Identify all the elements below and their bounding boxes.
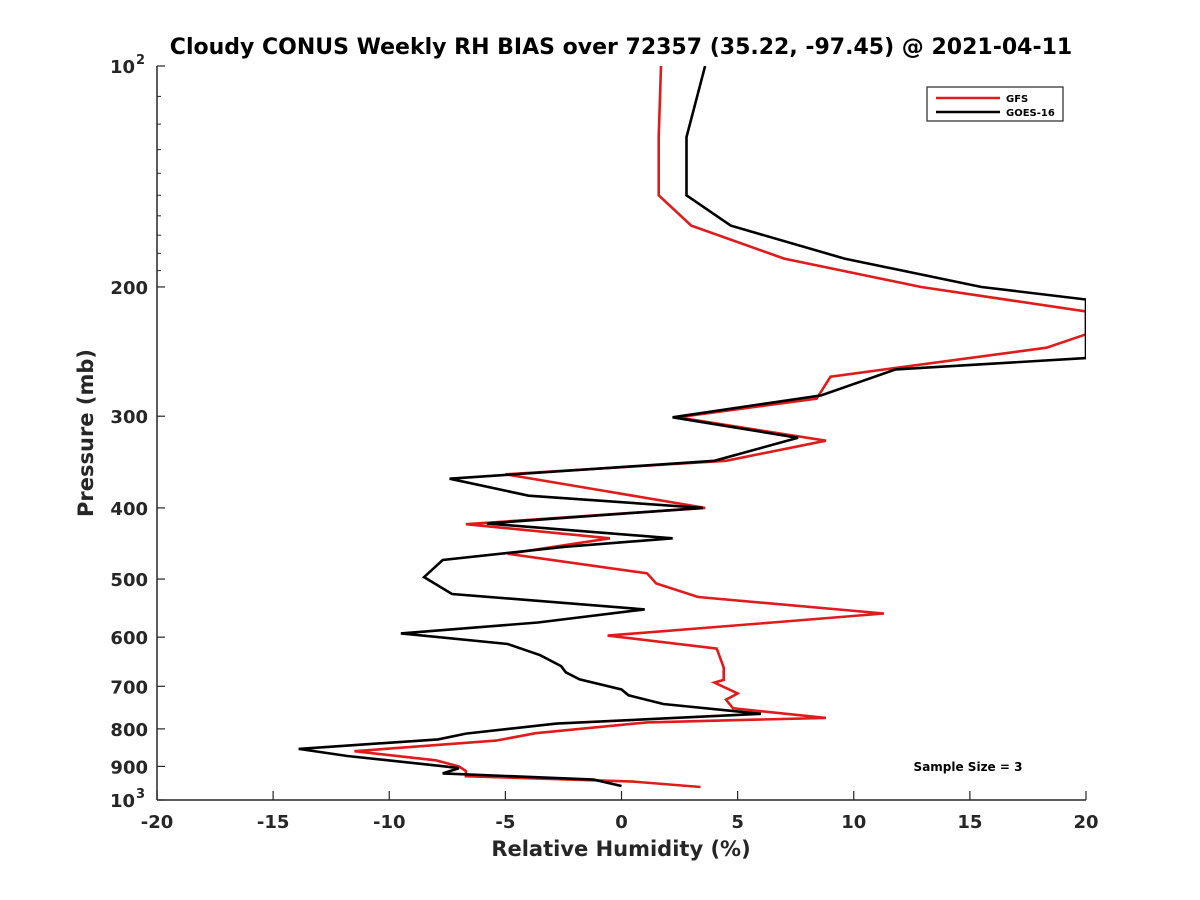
legend: GFS GOES-16 [926, 86, 1064, 122]
series-lines [298, 66, 1086, 789]
y-tick-label: 800 [110, 720, 148, 741]
x-tick-label: 0 [615, 812, 628, 833]
chart-title: Cloudy CONUS Weekly RH BIAS over 72357 (… [170, 35, 1072, 60]
legend-entry: GFS [1006, 94, 1028, 105]
y-tick-exponent: 3 [136, 787, 145, 802]
sample-size-annotation: Sample Size = 3 [914, 760, 1023, 774]
x-tick-label: -15 [257, 812, 290, 833]
x-tick-label: 15 [957, 812, 982, 833]
x-tick-label: -20 [141, 812, 174, 833]
legend-entry: GOES-16 [1006, 108, 1055, 119]
y-tick-exponent: 2 [136, 53, 145, 68]
x-tick-label: 5 [731, 812, 744, 833]
legend-box [926, 86, 1064, 122]
y-tick-label: 500 [110, 570, 148, 591]
y-tick-label: 10 [110, 791, 135, 812]
x-axis-ticks: -20 -15 -10 -5 0 5 10 15 20 [141, 791, 1099, 833]
x-tick-label: -10 [373, 812, 406, 833]
x-tick-label: -5 [495, 812, 515, 833]
series-line-goes-16 [298, 66, 1086, 788]
x-tick-label: 20 [1073, 812, 1098, 833]
y-tick-label: 300 [110, 407, 148, 428]
x-axis-label: Relative Humidity (%) [491, 837, 750, 861]
y-tick-label: 400 [110, 499, 148, 520]
y-axis-label: Pressure (mb) [74, 349, 98, 517]
series-line-gfs [354, 66, 1086, 789]
y-tick-label: 900 [110, 757, 148, 778]
y-tick-label: 600 [110, 628, 148, 649]
x-tick-label: 10 [841, 812, 866, 833]
y-tick-label: 200 [110, 278, 148, 299]
y-tick-label: 700 [110, 677, 148, 698]
y-tick-label: 10 [110, 57, 135, 78]
